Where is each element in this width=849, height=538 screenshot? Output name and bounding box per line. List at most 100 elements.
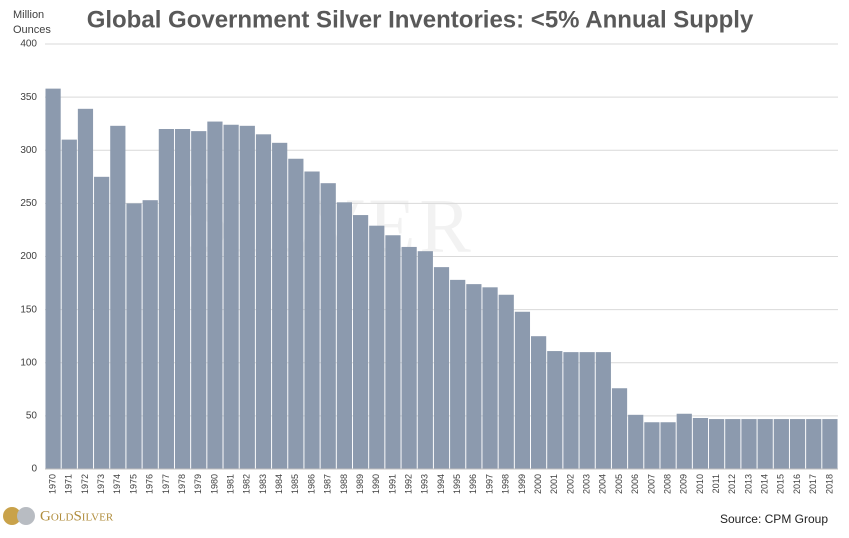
x-tick-label: 2017 <box>808 474 818 494</box>
x-tick-label: 1989 <box>355 474 365 494</box>
bar <box>239 125 255 469</box>
x-tick-label: 1977 <box>161 474 171 494</box>
bar <box>547 351 563 469</box>
x-tick-label: 1972 <box>80 474 90 494</box>
x-tick-label: 1983 <box>258 474 268 494</box>
bar <box>433 267 450 469</box>
bar <box>158 129 174 469</box>
bar <box>741 419 757 469</box>
x-tick-label: 1986 <box>306 474 316 494</box>
x-tick-label: 1990 <box>371 474 381 494</box>
x-tick-label: 1975 <box>128 474 138 494</box>
x-tick-label: 2011 <box>711 474 721 493</box>
x-tick-label: 2008 <box>662 474 672 494</box>
bar <box>385 235 401 469</box>
x-tick-label: 1970 <box>47 474 57 494</box>
bar <box>514 311 531 469</box>
bar <box>644 422 660 469</box>
bar <box>611 388 628 469</box>
x-tick-label: 2003 <box>582 474 592 494</box>
x-tick-label: 1976 <box>145 474 155 494</box>
bar <box>676 413 692 469</box>
x-tick-label: 1973 <box>96 474 106 494</box>
bar <box>336 202 353 469</box>
x-tick-label: 2013 <box>743 474 753 494</box>
logo-text: GoldSilver <box>40 508 114 524</box>
y-tick-label: 250 <box>20 198 37 209</box>
y-axis-label: Ounces <box>13 24 51 36</box>
bar <box>709 419 725 469</box>
x-tick-label: 1980 <box>209 474 219 494</box>
y-tick-label: 0 <box>31 464 37 475</box>
bar <box>401 246 417 469</box>
x-tick-label: 2001 <box>549 474 559 494</box>
x-tick-label: 2010 <box>695 474 705 494</box>
x-tick-label: 1979 <box>193 474 203 494</box>
bar <box>563 352 579 469</box>
bar <box>628 414 644 469</box>
bar <box>595 352 611 469</box>
x-tick-label: 1978 <box>177 474 187 494</box>
bar <box>288 158 304 469</box>
bar <box>369 225 385 469</box>
source: Source: CPM Group <box>720 512 828 526</box>
bar <box>482 287 498 469</box>
bar <box>320 183 336 469</box>
x-tick-label: 1981 <box>225 474 235 494</box>
x-tick-label: 1988 <box>339 474 349 494</box>
y-axis-label: Million <box>13 9 44 21</box>
bar <box>498 294 514 469</box>
x-tick-label: 1984 <box>274 474 284 494</box>
bar <box>806 419 822 469</box>
bar <box>757 419 773 469</box>
bar <box>822 419 838 469</box>
bar <box>94 176 110 469</box>
y-tick-label: 200 <box>20 251 37 262</box>
x-tick-label: 1987 <box>323 474 333 494</box>
x-tick-label: 2014 <box>760 474 770 494</box>
x-tick-label: 2002 <box>565 474 575 494</box>
bar <box>110 125 126 469</box>
x-tick-label: 2018 <box>824 474 834 494</box>
x-tick-label: 1993 <box>420 474 430 494</box>
bar <box>660 422 676 469</box>
x-tick-label: 1992 <box>404 474 414 494</box>
x-tick-label: 1999 <box>517 474 527 494</box>
x-tick-label: 1991 <box>387 474 397 494</box>
x-tick-label: 1982 <box>242 474 252 494</box>
y-tick-label: 100 <box>20 357 37 368</box>
bar <box>530 336 547 469</box>
bar <box>304 171 320 469</box>
bar <box>142 200 158 469</box>
x-tick-label: 2005 <box>614 474 624 494</box>
bar <box>61 139 77 469</box>
bar <box>773 419 789 469</box>
x-tick-label: 2009 <box>679 474 689 494</box>
bar <box>191 131 207 469</box>
x-tick-label: 1997 <box>484 474 494 494</box>
bar <box>174 129 191 469</box>
bar <box>207 121 223 469</box>
bar <box>272 142 288 469</box>
bar <box>126 203 142 469</box>
y-tick-label: 350 <box>20 92 37 103</box>
chart-title: Global Government Silver Inventories: <5… <box>87 6 754 33</box>
bar <box>579 352 595 469</box>
y-tick-label: 300 <box>20 145 37 156</box>
bar <box>450 279 466 469</box>
bar <box>417 251 433 469</box>
logo-coin <box>3 507 21 525</box>
x-tick-label: 2015 <box>776 474 786 494</box>
x-tick-label: 1994 <box>436 474 446 494</box>
bar <box>692 418 709 469</box>
y-tick-label: 400 <box>20 39 37 50</box>
x-tick-label: 2007 <box>646 474 656 494</box>
x-tick-label: 1996 <box>468 474 478 494</box>
bar <box>223 124 239 469</box>
y-tick-label: 50 <box>26 411 38 422</box>
x-tick-label: 2000 <box>533 474 543 494</box>
bar <box>255 134 272 469</box>
x-tick-label: 2012 <box>727 474 737 494</box>
